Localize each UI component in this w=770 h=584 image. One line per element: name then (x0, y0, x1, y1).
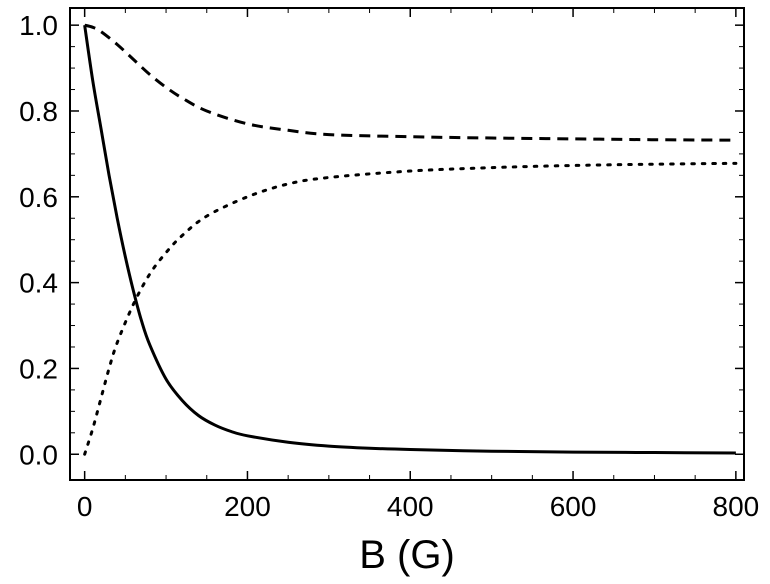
series-line-solid (83, 24, 736, 455)
y-tick-label: 0.8 (19, 96, 58, 127)
ticks-group (70, 8, 744, 480)
x-tick-label: 200 (224, 491, 271, 522)
x-tick-label: 800 (713, 491, 760, 522)
tick-labels-group: 0 200 400 600 800 0.0 0.2 0.4 0.6 0.8 1.0 (19, 10, 759, 522)
x-tick-label: 400 (387, 491, 434, 522)
y-tick-label: 0.6 (19, 182, 58, 213)
y-tick-label: 0.2 (19, 353, 58, 384)
x-tick-label: 600 (550, 491, 597, 522)
plot-frame (69, 7, 745, 481)
y-tick-label: 0.4 (19, 268, 58, 299)
x-tick-label: 0 (77, 491, 93, 522)
x-axis-title: B (G) (359, 533, 455, 577)
series-line-dashed (84, 23, 736, 142)
y-tick-label: 0.0 (19, 439, 58, 470)
y-tick-label: 1.0 (19, 10, 58, 41)
series-line-dotted (83, 161, 738, 456)
series-group (83, 23, 738, 456)
